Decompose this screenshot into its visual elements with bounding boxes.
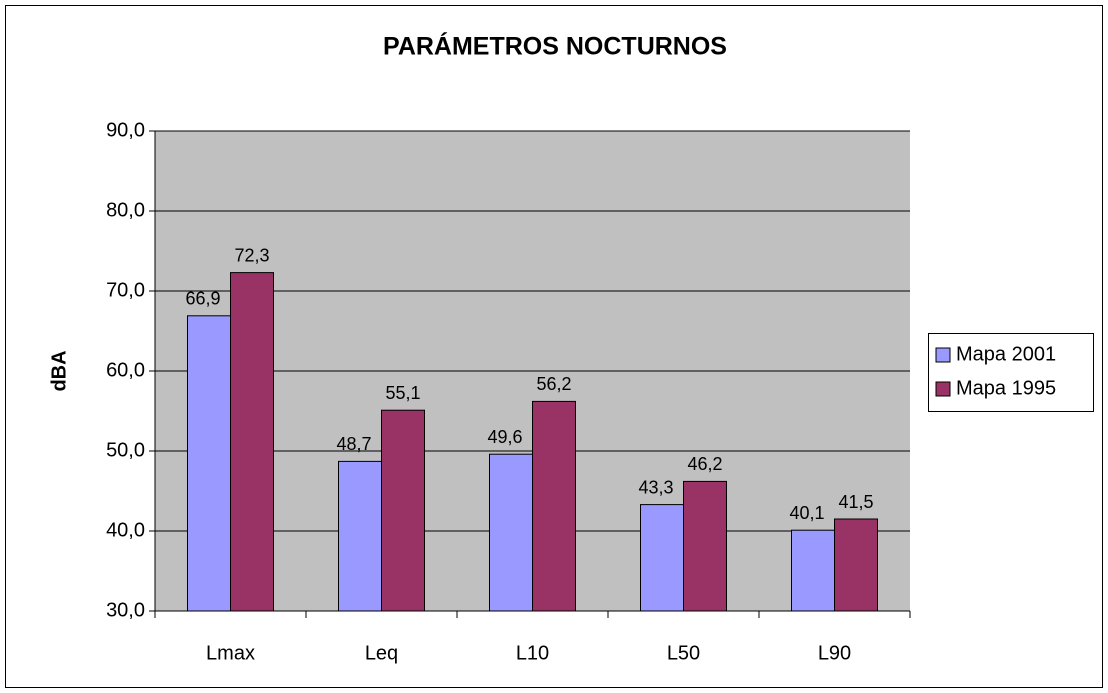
value-label: 55,1 xyxy=(385,383,420,403)
value-label: 49,6 xyxy=(487,427,522,447)
x-tick-label: Leq xyxy=(365,642,398,664)
y-tick-label: 70,0 xyxy=(106,279,145,301)
value-label: 40,1 xyxy=(789,503,824,523)
value-label: 66,9 xyxy=(185,289,220,309)
value-label: 46,2 xyxy=(687,454,722,474)
bar xyxy=(230,272,274,612)
x-tick-label: L10 xyxy=(516,642,549,664)
bar xyxy=(834,518,878,612)
y-tick-label: 90,0 xyxy=(106,119,145,141)
y-tick-label: 40,0 xyxy=(106,519,145,541)
chart-title: PARÁMETROS NOCTURNOS xyxy=(383,32,727,61)
bar xyxy=(640,504,684,612)
value-label: 43,3 xyxy=(638,477,673,497)
bar xyxy=(489,453,533,612)
legend-box xyxy=(928,333,1094,412)
bar xyxy=(532,400,576,612)
y-tick-label: 50,0 xyxy=(106,439,145,461)
bar xyxy=(338,460,382,612)
bar xyxy=(187,315,231,612)
y-tick-label: 30,0 xyxy=(106,599,145,621)
x-tick-label: L50 xyxy=(667,642,700,664)
value-label: 41,5 xyxy=(838,492,873,512)
y-axis-label: dBA xyxy=(48,350,70,391)
x-tick-label: Lmax xyxy=(206,642,255,664)
legend-swatch xyxy=(935,381,951,397)
legend-label: Mapa 2001 xyxy=(956,343,1056,365)
value-label: 72,3 xyxy=(234,245,269,265)
bar xyxy=(381,409,425,612)
bar xyxy=(791,529,835,612)
y-tick-label: 60,0 xyxy=(106,359,145,381)
y-tick-label: 80,0 xyxy=(106,199,145,221)
bar xyxy=(683,480,727,612)
x-tick-label: L90 xyxy=(818,642,851,664)
value-label: 56,2 xyxy=(536,374,571,394)
legend-label: Mapa 1995 xyxy=(956,377,1056,399)
legend-swatch xyxy=(935,347,951,363)
value-label: 48,7 xyxy=(336,434,371,454)
